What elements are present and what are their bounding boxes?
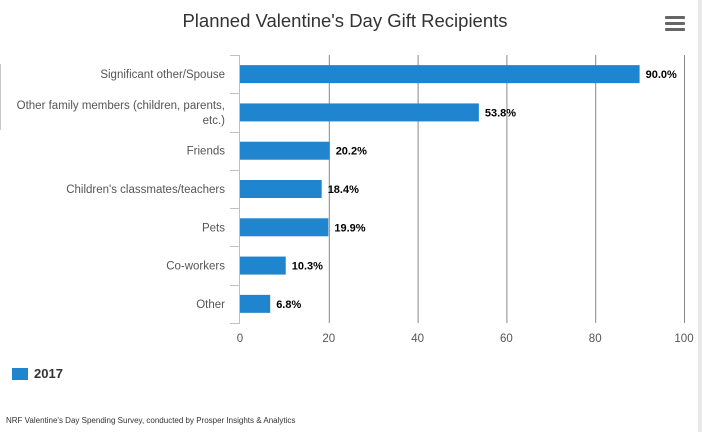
category-label: Other — [196, 299, 225, 311]
data-label: 90.0% — [646, 69, 677, 81]
data-label: 20.2% — [336, 146, 367, 158]
bar-chart: 0 20 40 60 80 100 Significant other/Spouse 90.0… — [17, 55, 694, 345]
data-label: 19.9% — [334, 222, 365, 234]
legend-item-2017[interactable]: 2017 — [12, 366, 63, 381]
category-label: Children's classmates/teachers — [66, 184, 225, 196]
x-tick-label: 60 — [500, 333, 513, 345]
hamburger-menu-icon[interactable] — [665, 16, 685, 34]
data-label: 6.8% — [276, 299, 301, 311]
data-label: 10.3% — [292, 261, 323, 273]
category-label: Other family members (children, parents, — [17, 100, 225, 112]
category-label: Pets — [202, 222, 225, 234]
scrollbar-edge — [698, 0, 702, 432]
bar — [240, 256, 286, 275]
category-label: Significant other/Spouse — [100, 69, 225, 81]
bar — [240, 180, 322, 198]
source-credit: NRF Valentine's Day Spending Survey, con… — [6, 416, 296, 425]
legend-swatch — [12, 367, 28, 380]
x-tick-label: 20 — [322, 333, 335, 345]
x-tick-label: 40 — [411, 333, 424, 345]
bar — [240, 103, 479, 122]
category-label: Co-workers — [166, 261, 225, 273]
bar — [240, 218, 329, 237]
category-label: etc.) — [203, 115, 226, 127]
bar — [240, 65, 640, 84]
category-label: Friends — [187, 146, 226, 158]
x-tick-label: 100 — [674, 333, 693, 345]
x-tick-label: 0 — [237, 333, 243, 345]
x-tick-label: 80 — [589, 333, 602, 345]
data-label: 53.8% — [485, 107, 516, 119]
legend-label: 2017 — [34, 366, 63, 381]
left-edge-marker — [0, 64, 1, 130]
bar — [240, 294, 271, 313]
chart-title: Planned Valentine's Day Gift Recipients — [182, 10, 508, 31]
data-label: 18.4% — [328, 184, 359, 196]
bar — [240, 141, 330, 160]
